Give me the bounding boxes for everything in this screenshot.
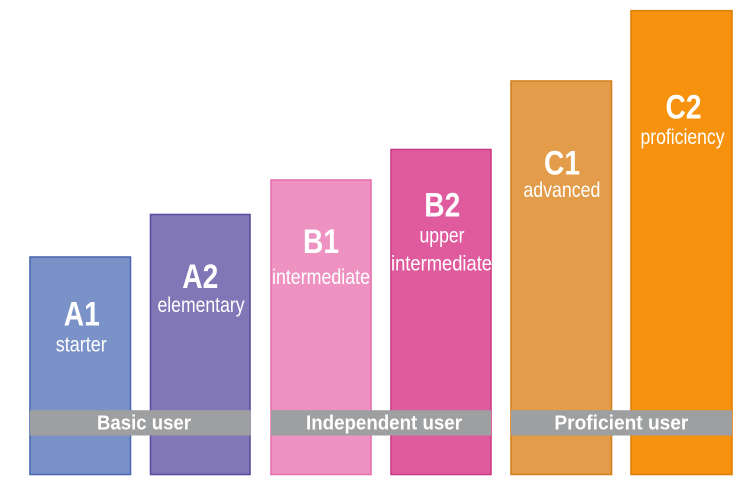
svg-text:intermediate: intermediate — [391, 253, 492, 276]
svg-text:C1: C1 — [544, 144, 580, 182]
svg-text:A1: A1 — [64, 295, 100, 333]
svg-text:B2: B2 — [424, 186, 460, 224]
svg-text:proficiency: proficiency — [641, 126, 725, 149]
svg-text:Basic user: Basic user — [97, 413, 191, 435]
svg-text:advanced: advanced — [523, 179, 600, 202]
svg-text:starter: starter — [56, 334, 107, 357]
svg-text:upper: upper — [420, 225, 465, 248]
svg-text:A2: A2 — [182, 258, 218, 296]
svg-text:C2: C2 — [666, 88, 702, 126]
svg-text:Proficient user: Proficient user — [554, 413, 688, 435]
svg-text:intermediate: intermediate — [272, 266, 370, 289]
svg-text:elementary: elementary — [158, 294, 245, 317]
svg-text:Independent user: Independent user — [306, 413, 462, 435]
svg-text:B1: B1 — [303, 223, 339, 261]
